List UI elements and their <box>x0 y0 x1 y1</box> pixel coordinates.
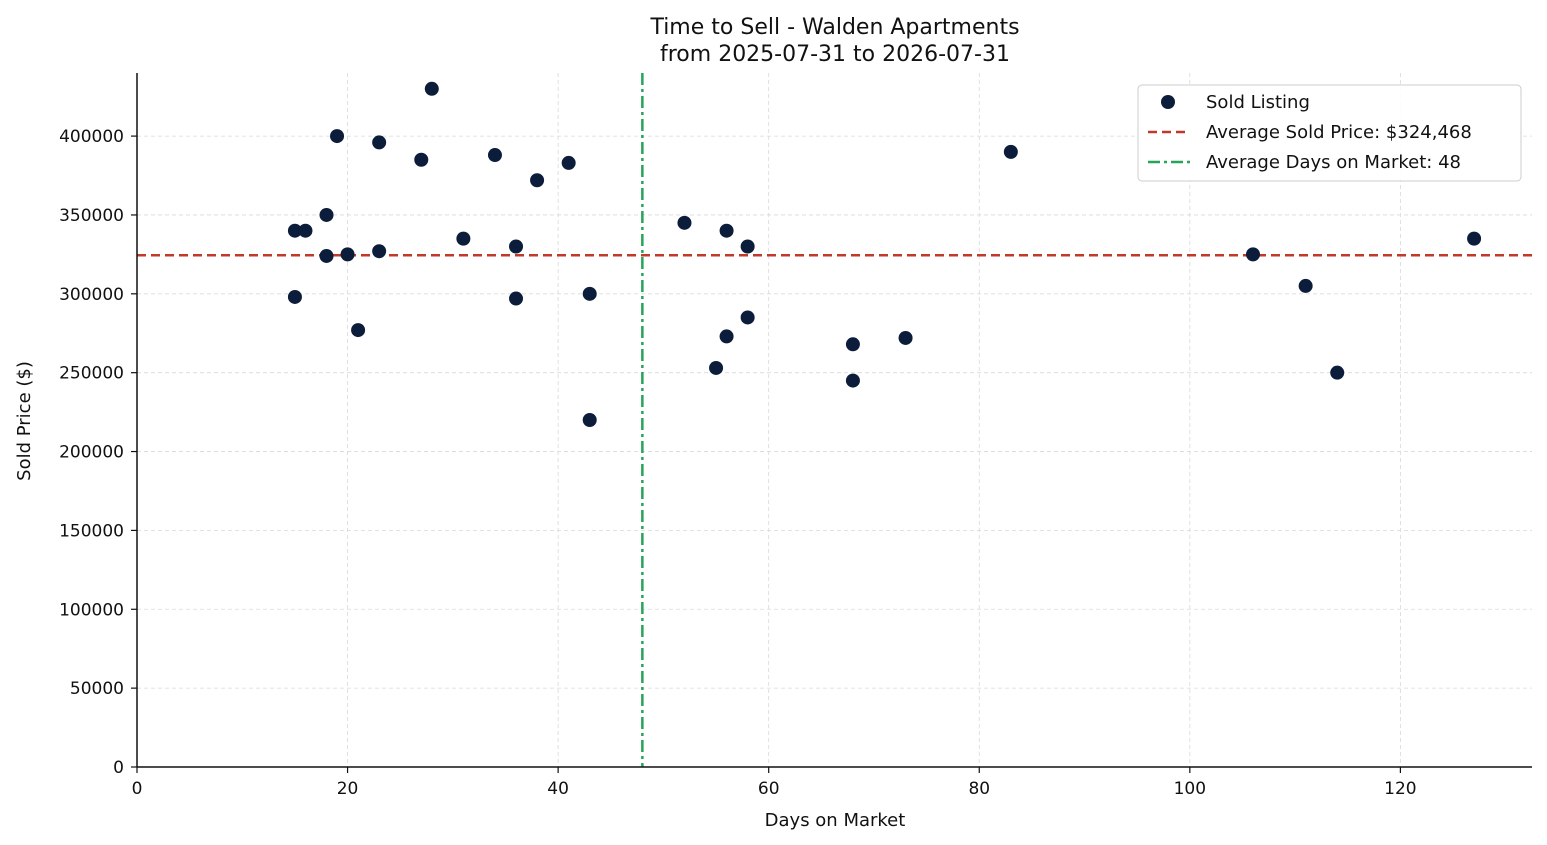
data-point <box>372 244 387 259</box>
data-point <box>719 223 734 238</box>
y-tick-label: 350000 <box>59 206 124 226</box>
data-point <box>424 81 439 96</box>
data-point <box>898 330 913 345</box>
x-tick-label: 0 <box>132 779 143 799</box>
data-point <box>351 323 366 338</box>
data-point <box>845 373 860 388</box>
data-point <box>1467 231 1482 246</box>
chart-subtitle: from 2025-07-31 to 2026-07-31 <box>660 42 1010 67</box>
data-point <box>1298 278 1313 293</box>
y-tick-label: 300000 <box>59 285 124 305</box>
data-point <box>1246 247 1260 262</box>
data-point <box>319 207 334 222</box>
data-point <box>372 135 387 150</box>
x-tick-label: 40 <box>547 779 569 799</box>
y-axis-label: Sold Price ($) <box>14 361 35 481</box>
data-point <box>740 310 755 325</box>
tick-labels: 0 20 40 60 80 100 120 0 50000 100000 150000 200000 2… <box>59 127 1417 799</box>
legend-label-sold-listing: Sold Listing <box>1206 92 1310 113</box>
data-point <box>340 247 355 262</box>
axes <box>131 73 1532 773</box>
data-point <box>456 231 471 246</box>
data-points <box>287 81 1482 427</box>
data-point <box>330 129 345 144</box>
data-point <box>740 239 755 254</box>
data-point <box>487 148 502 163</box>
x-tick-label: 60 <box>758 779 780 799</box>
data-point <box>709 360 724 375</box>
x-tick-label: 120 <box>1384 779 1416 799</box>
data-point <box>414 152 429 167</box>
data-point <box>509 239 524 254</box>
reference-lines <box>137 73 1532 767</box>
x-tick-label: 100 <box>1174 779 1206 799</box>
data-point <box>509 291 524 306</box>
y-tick-label: 400000 <box>59 127 124 147</box>
data-point <box>319 248 334 263</box>
data-point <box>561 155 576 170</box>
data-point <box>287 289 302 304</box>
y-tick-label: 100000 <box>59 600 124 620</box>
data-point <box>530 173 545 188</box>
legend: Sold Listing Average Sold Price: $324,46… <box>1137 84 1522 182</box>
y-tick-label: 50000 <box>70 679 124 699</box>
legend-label-average-price: Average Sold Price: $324,468 <box>1206 122 1472 143</box>
data-point <box>287 223 302 238</box>
x-axis-label: Days on Market <box>765 810 906 831</box>
y-tick-label: 0 <box>113 758 124 778</box>
y-tick-label: 150000 <box>59 521 124 541</box>
data-point <box>298 223 313 238</box>
data-point <box>845 337 860 352</box>
y-tick-label: 200000 <box>59 443 124 463</box>
y-tick-label: 250000 <box>59 364 124 384</box>
legend-box <box>1137 84 1522 182</box>
data-point <box>582 413 597 427</box>
data-point <box>1330 365 1345 380</box>
data-point <box>582 286 597 301</box>
x-tick-label: 20 <box>337 779 359 799</box>
legend-label-average-days: Average Days on Market: 48 <box>1206 152 1461 173</box>
x-tick-label: 80 <box>968 779 990 799</box>
chart-title: Time to Sell - Walden Apartments <box>649 15 1019 40</box>
legend-marker-sold-listing <box>1161 95 1175 109</box>
data-point <box>677 215 692 230</box>
data-point <box>1003 144 1018 159</box>
data-point <box>719 329 734 344</box>
